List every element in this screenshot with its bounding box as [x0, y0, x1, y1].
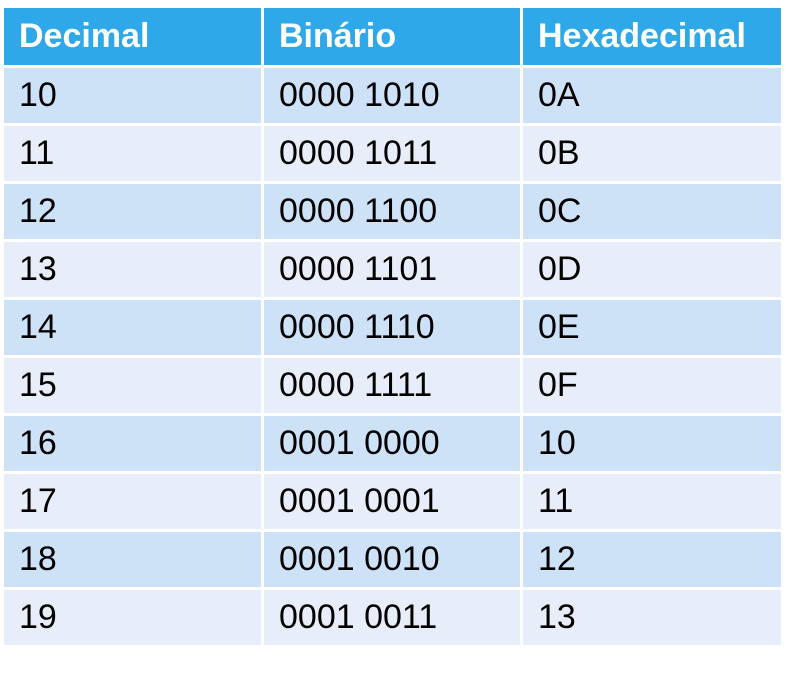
cell-hexadecimal: 12 [520, 529, 784, 590]
cell-binary: 0000 1011 [261, 123, 523, 184]
cell-binary: 0001 0011 [261, 587, 523, 648]
cell-hexadecimal: 0B [520, 123, 784, 184]
table-row: 18 0001 0010 12 [1, 529, 784, 590]
table-row: 11 0000 1011 0B [1, 123, 784, 184]
header-decimal: Decimal [1, 5, 264, 68]
cell-binary: 0000 1100 [261, 181, 523, 242]
cell-decimal: 16 [1, 413, 264, 474]
table-row: 10 0000 1010 0A [1, 65, 784, 126]
cell-binary: 0000 1110 [261, 297, 523, 358]
cell-binary: 0001 0000 [261, 413, 523, 474]
cell-decimal: 13 [1, 239, 264, 300]
number-conversion-table: Decimal Binário Hexadecimal 10 0000 1010… [1, 5, 784, 648]
table-row: 19 0001 0011 13 [1, 587, 784, 648]
cell-binary: 0000 1010 [261, 65, 523, 126]
header-hexadecimal: Hexadecimal [520, 5, 784, 68]
cell-hexadecimal: 11 [520, 471, 784, 532]
cell-binary: 0000 1111 [261, 355, 523, 416]
cell-hexadecimal: 0C [520, 181, 784, 242]
cell-binary: 0001 0010 [261, 529, 523, 590]
cell-binary: 0001 0001 [261, 471, 523, 532]
table-header-row: Decimal Binário Hexadecimal [1, 5, 784, 68]
cell-decimal: 18 [1, 529, 264, 590]
cell-hexadecimal: 0E [520, 297, 784, 358]
cell-decimal: 17 [1, 471, 264, 532]
cell-decimal: 14 [1, 297, 264, 358]
table-row: 13 0000 1101 0D [1, 239, 784, 300]
conversion-table-container: Decimal Binário Hexadecimal 10 0000 1010… [1, 5, 784, 648]
table-row: 14 0000 1110 0E [1, 297, 784, 358]
table-row: 12 0000 1100 0C [1, 181, 784, 242]
cell-hexadecimal: 10 [520, 413, 784, 474]
cell-hexadecimal: 0A [520, 65, 784, 126]
cell-hexadecimal: 0D [520, 239, 784, 300]
cell-binary: 0000 1101 [261, 239, 523, 300]
cell-decimal: 15 [1, 355, 264, 416]
table-row: 16 0001 0000 10 [1, 413, 784, 474]
table-row: 17 0001 0001 11 [1, 471, 784, 532]
cell-decimal: 19 [1, 587, 264, 648]
cell-decimal: 12 [1, 181, 264, 242]
cell-decimal: 11 [1, 123, 264, 184]
header-binary: Binário [261, 5, 523, 68]
table-row: 15 0000 1111 0F [1, 355, 784, 416]
cell-decimal: 10 [1, 65, 264, 126]
cell-hexadecimal: 0F [520, 355, 784, 416]
cell-hexadecimal: 13 [520, 587, 784, 648]
